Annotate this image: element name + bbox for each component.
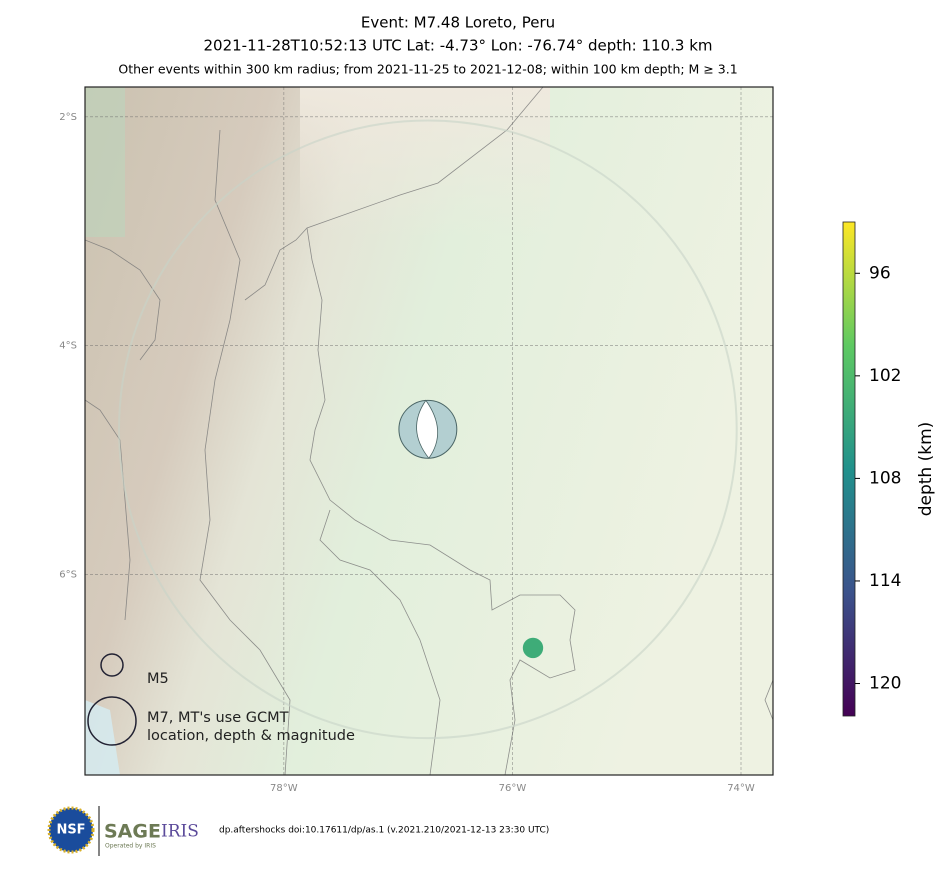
legend: M5 M7, MT's use GCMT location, depth & mag…	[87, 653, 355, 746]
y-tick-label: 4°S	[59, 341, 77, 352]
colorbar-tick-label: 108	[869, 468, 901, 488]
y-tick-label: 2°S	[59, 112, 77, 123]
legend-symbol	[100, 653, 124, 677]
marks	[118, 119, 738, 740]
legend-label: M7, MT's use GCMT	[147, 710, 289, 726]
legend-label: M5	[147, 671, 169, 687]
operated-by: Operated by IRIS	[105, 843, 156, 850]
search-radius	[118, 119, 738, 740]
map-background	[85, 87, 773, 775]
colorbar	[842, 221, 856, 717]
terrain	[300, 87, 550, 237]
aftershock	[522, 637, 544, 659]
colorbar-tick-label: 114	[869, 571, 901, 591]
citation: dp.aftershocks doi:10.17611/dp/as.1 (v.2…	[219, 826, 549, 836]
y-tick-label: 6°S	[59, 570, 77, 581]
nsf-logo	[47, 806, 95, 854]
colorbar-tick-label: 102	[869, 366, 901, 386]
x-tick-label: 76°W	[499, 783, 527, 794]
legend-label: location, depth & magnitude	[147, 728, 355, 744]
subtitle: 2021-11-28T10:52:13 UTC Lat: -4.73° Lon:…	[203, 37, 712, 55]
colorbar-ticks: 96 102 108 114 120	[855, 263, 901, 694]
colorbar-tick-label: 120	[869, 674, 901, 694]
colorbar-label: depth (km)	[916, 422, 936, 517]
title: Event: M7.48 Loreto, Peru	[361, 14, 555, 32]
terrain	[85, 87, 125, 237]
mainshock	[398, 399, 458, 459]
map-frame	[84, 86, 774, 776]
borders	[85, 87, 773, 775]
iris-text: IRIS	[161, 822, 199, 842]
x-tick-label: 78°W	[270, 783, 298, 794]
sage-text: SAGE	[104, 821, 161, 843]
colorbar-tick-label: 96	[869, 263, 891, 283]
nsf-text: NSF	[56, 823, 85, 838]
x-tick-label: 74°W	[727, 783, 755, 794]
footer: NSF SAGE IRIS Operated by IRIS dp.afters…	[47, 806, 549, 856]
beachball-lens	[416, 399, 439, 459]
legend-symbol	[87, 696, 137, 746]
water	[85, 700, 120, 775]
note: Other events within 300 km radius; from …	[118, 62, 737, 77]
